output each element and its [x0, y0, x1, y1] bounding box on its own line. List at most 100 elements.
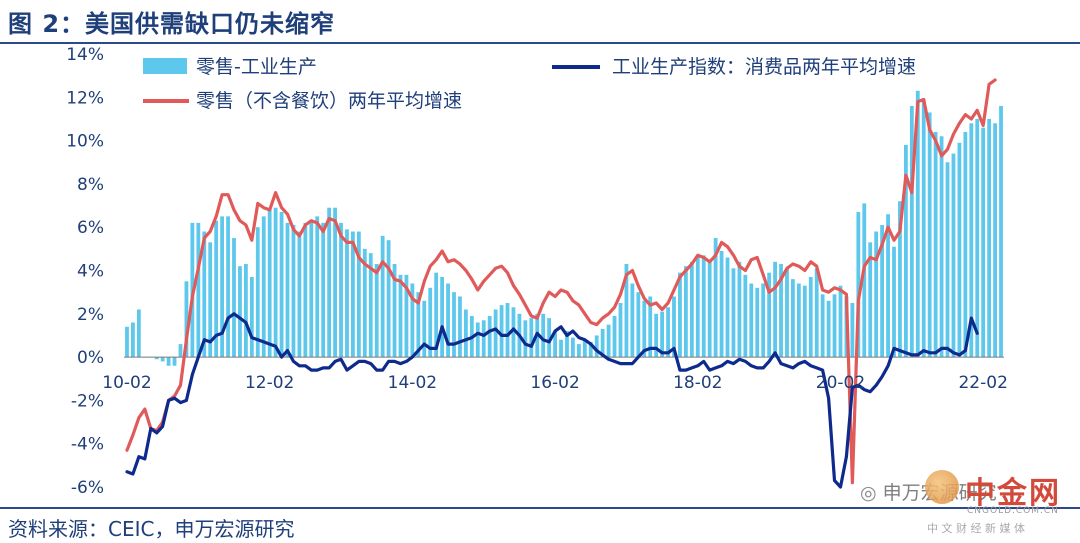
bar: [285, 222, 290, 358]
y-tick-label: -4%: [71, 435, 104, 455]
bar: [374, 264, 379, 358]
chart-canvas: -6% -4% -2% 0% 2% 4% 6% 8% 10% 12% 14% 10-02 12-02 14…: [66, 45, 1008, 498]
legend-label-bars: 零售-工业生产: [196, 56, 317, 78]
x-tick-label: 22-02: [958, 373, 1007, 393]
bar: [315, 216, 320, 358]
y-tick-label: 12%: [66, 88, 104, 108]
bar: [309, 220, 314, 358]
bar: [737, 261, 742, 358]
bar: [446, 283, 450, 358]
bar: [154, 357, 159, 360]
bar: [838, 285, 843, 358]
bar: [172, 357, 177, 366]
bar: [243, 264, 248, 358]
bar: [660, 311, 665, 358]
bar: [636, 292, 641, 358]
bar: [713, 238, 718, 358]
bar: [553, 331, 557, 358]
bar: [351, 231, 355, 358]
bar: [160, 357, 165, 362]
bar: [166, 357, 171, 366]
bar: [666, 307, 670, 358]
bar: [678, 272, 682, 358]
bar: [511, 307, 516, 358]
bar: [505, 302, 510, 358]
bar: [933, 131, 938, 358]
y-tick-label: -2%: [71, 391, 104, 411]
bar: [493, 309, 498, 358]
bar: [731, 268, 736, 358]
bar: [339, 222, 343, 358]
bar: [255, 227, 260, 358]
bar: [773, 261, 777, 358]
bar: [125, 326, 129, 358]
source-note: 资料来源：CEIC，申万宏源研究: [8, 517, 295, 541]
bar: [903, 144, 908, 358]
bar: [559, 339, 563, 358]
x-tick-label: 10-02: [102, 373, 151, 393]
bar: [951, 153, 956, 358]
bar: [327, 207, 332, 358]
bar: [719, 251, 724, 358]
bar: [202, 231, 207, 358]
bar: [695, 257, 700, 358]
bar: [779, 264, 783, 358]
brand-watermark-domain: CNGOLD.COM.CN: [967, 506, 1059, 516]
bar: [410, 283, 415, 358]
bar: [487, 315, 492, 358]
x-tick-label: 16-02: [530, 373, 579, 393]
bar: [892, 246, 896, 358]
bar: [422, 300, 427, 358]
bar: [594, 335, 599, 358]
bar: [136, 309, 141, 358]
bar: [672, 296, 676, 358]
bar: [915, 90, 920, 358]
bar: [523, 320, 528, 358]
bar: [618, 302, 623, 358]
bar: [999, 105, 1003, 358]
bar: [761, 283, 766, 358]
bar: [808, 276, 813, 358]
bar: [428, 287, 433, 358]
bar: [743, 274, 748, 358]
bar: [178, 344, 183, 358]
bar: [232, 238, 236, 358]
bar: [226, 216, 230, 358]
bar: [957, 142, 962, 358]
bar: [767, 272, 772, 358]
bar: [458, 296, 462, 358]
bar: [416, 292, 421, 358]
bar: [184, 281, 189, 358]
bar: [380, 235, 385, 358]
bar: [969, 123, 974, 358]
bar: [832, 294, 837, 358]
y-tick-label: -6%: [71, 478, 104, 498]
bar: [909, 105, 914, 358]
bar: [898, 201, 902, 358]
bar: [131, 322, 135, 358]
bar: [689, 261, 694, 358]
bar: [238, 266, 242, 358]
y-tick-label: 8%: [77, 175, 104, 195]
bar: [886, 214, 890, 358]
bar: [440, 276, 445, 358]
bar: [820, 294, 825, 358]
wechat-logo-icon: ◎: [860, 482, 877, 504]
bar: [826, 300, 831, 358]
x-tick-label: 14-02: [388, 373, 437, 393]
bar: [612, 315, 617, 358]
bar: [606, 324, 611, 358]
y-tick-label: 4%: [77, 262, 104, 282]
bar: [392, 264, 397, 358]
legend-label-industrial: 工业生产指数：消费品两年平均增速: [612, 56, 916, 78]
bar: [368, 253, 373, 358]
bar: [452, 292, 456, 358]
bar: [850, 302, 855, 358]
bar: [981, 127, 986, 358]
bar: [868, 242, 873, 358]
bar: [249, 276, 254, 358]
bar: [945, 162, 950, 358]
bar: [571, 337, 575, 358]
bar: [785, 268, 789, 358]
bar: [707, 259, 712, 358]
